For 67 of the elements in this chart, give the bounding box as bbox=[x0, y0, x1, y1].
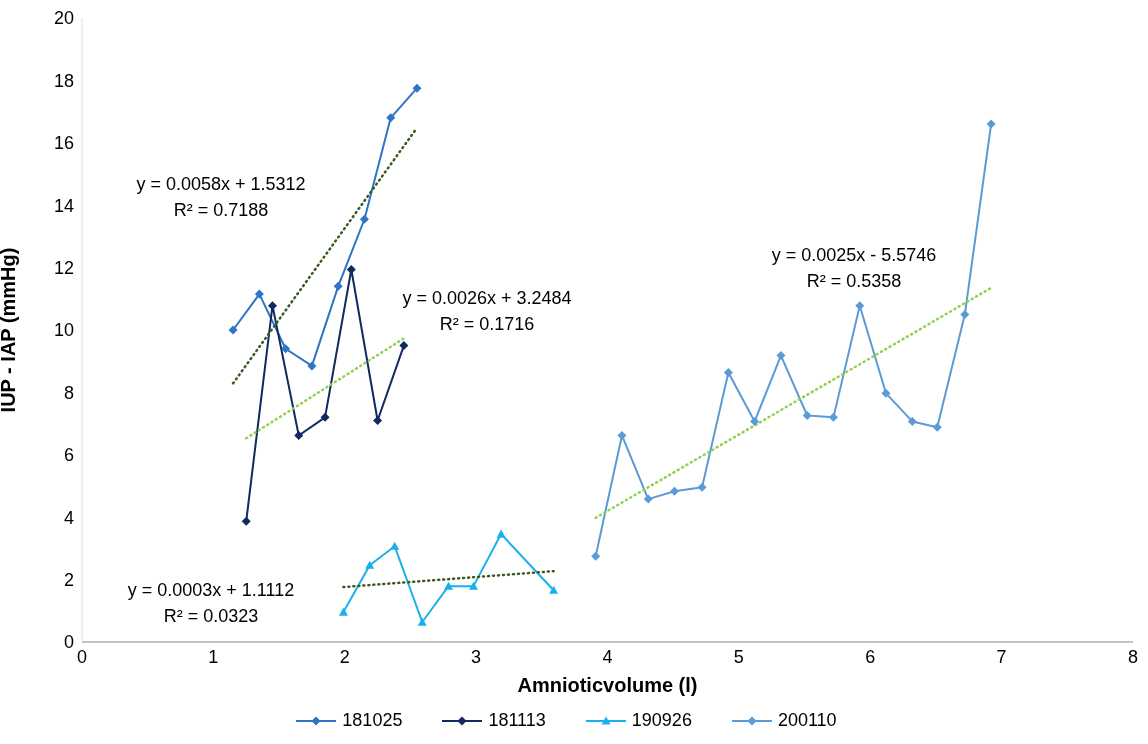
y-tick-label: 4 bbox=[63, 507, 74, 528]
point bbox=[802, 410, 812, 420]
point bbox=[359, 214, 369, 224]
point bbox=[643, 494, 653, 504]
y-tick-label: 16 bbox=[53, 133, 74, 154]
point bbox=[549, 585, 559, 594]
x-tick-label: 2 bbox=[339, 646, 350, 667]
y-tick-label: 8 bbox=[63, 382, 74, 403]
point bbox=[591, 551, 601, 561]
x-tick-label: 4 bbox=[602, 646, 613, 667]
point bbox=[365, 560, 375, 569]
y-tick-label: 18 bbox=[53, 70, 74, 91]
annotation: y = 0.0058x + 1.5312 R² = 0.7188 bbox=[136, 174, 306, 221]
point bbox=[346, 264, 356, 274]
x-tick-label: 8 bbox=[1127, 646, 1139, 667]
point bbox=[444, 581, 454, 590]
point bbox=[228, 325, 238, 335]
point bbox=[960, 309, 970, 319]
legend-label: 200110 bbox=[777, 710, 837, 731]
y-tick-label: 0 bbox=[63, 632, 74, 653]
point bbox=[750, 416, 760, 426]
y-tick-label: 10 bbox=[53, 320, 74, 341]
point bbox=[496, 529, 506, 538]
y-tick-label: 2 bbox=[63, 569, 74, 590]
point bbox=[907, 416, 917, 426]
x-tick-label: 6 bbox=[865, 646, 876, 667]
point bbox=[932, 422, 942, 432]
point bbox=[320, 412, 330, 422]
point bbox=[307, 361, 317, 371]
x-tick-label: 5 bbox=[733, 646, 744, 667]
point bbox=[723, 367, 733, 377]
point bbox=[881, 388, 891, 398]
point bbox=[670, 486, 679, 496]
y-tick-label: 12 bbox=[53, 257, 74, 278]
point bbox=[373, 415, 383, 425]
x-axis-title: Amnioticvolume (l) bbox=[517, 674, 698, 696]
point bbox=[338, 607, 348, 616]
legend-label: 181113 bbox=[488, 710, 546, 731]
x-tick-label: 1 bbox=[208, 646, 219, 667]
annotation: y = 0.0025x - 5.5746 R² = 0.5358 bbox=[771, 245, 937, 292]
point bbox=[417, 617, 427, 626]
annotation: y = 0.0026x + 3.2484 R² = 0.1716 bbox=[402, 288, 572, 335]
point bbox=[986, 119, 996, 129]
point bbox=[697, 482, 707, 492]
y-tick-label: 6 bbox=[63, 445, 74, 466]
point bbox=[390, 541, 400, 550]
point bbox=[254, 289, 264, 299]
point bbox=[281, 344, 291, 354]
legend-label: 181025 bbox=[342, 710, 403, 731]
y-axis-title: IUP - IAP (mmHg) bbox=[0, 247, 20, 413]
annotation: y = 0.0003x + 1.1112 R² = 0.0323 bbox=[127, 580, 295, 627]
y-tick-label: 14 bbox=[53, 195, 74, 216]
point bbox=[469, 581, 478, 590]
x-tick-label: 3 bbox=[471, 646, 482, 667]
x-tick-label: 7 bbox=[996, 646, 1007, 667]
point bbox=[241, 516, 251, 526]
point bbox=[412, 83, 422, 93]
y-tick-label: 20 bbox=[53, 8, 74, 29]
point bbox=[294, 430, 304, 440]
point bbox=[828, 412, 838, 422]
legend-label: 190926 bbox=[631, 710, 692, 731]
point bbox=[386, 113, 396, 123]
point bbox=[399, 341, 409, 351]
point bbox=[617, 430, 627, 440]
point bbox=[333, 281, 343, 291]
x-tick-label: 0 bbox=[76, 646, 88, 667]
point bbox=[776, 351, 786, 361]
